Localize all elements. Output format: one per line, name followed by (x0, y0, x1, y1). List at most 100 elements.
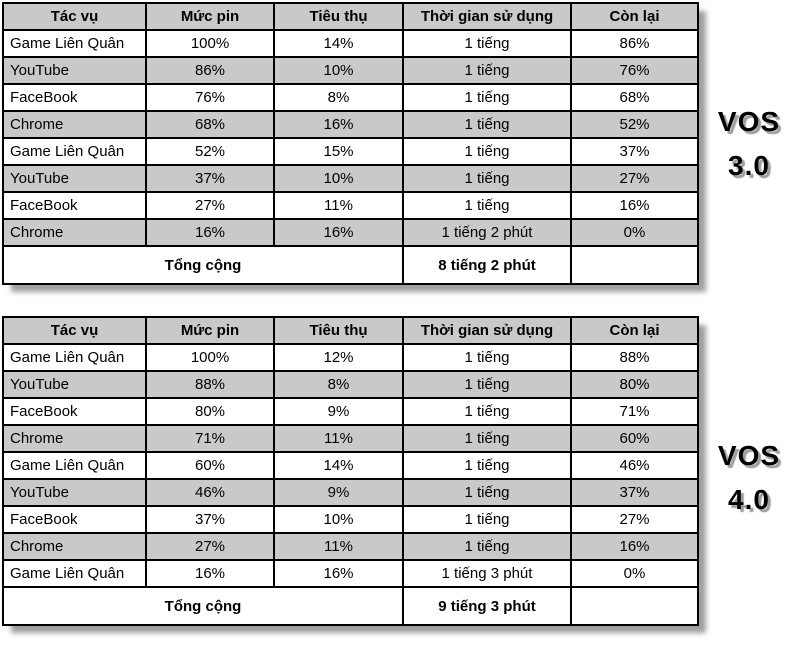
task-cell: FaceBook (2, 83, 147, 112)
table-row: YouTube 46% 9% 1 tiếng 37% (2, 478, 699, 507)
version-label-line: VOS (717, 440, 781, 471)
value-cell: 1 tiếng (402, 370, 572, 399)
value-cell: 1 tiếng (402, 110, 572, 139)
table-row: Game Liên Quân 100% 12% 1 tiếng 88% (2, 343, 699, 372)
value-cell: 0% (570, 218, 699, 247)
task-cell: YouTube (2, 164, 147, 193)
table-body: Game Liên Quân 100% 12% 1 tiếng 88% YouTube 88… (2, 343, 699, 588)
value-cell: 86% (570, 29, 699, 58)
value-cell: 16% (145, 218, 275, 247)
value-cell: 16% (273, 559, 404, 588)
total-remaining-cell (570, 245, 699, 285)
value-cell: 1 tiếng (402, 343, 572, 372)
value-cell: 10% (273, 505, 404, 534)
column-header: Mức pin (145, 2, 275, 31)
total-duration-cell: 9 tiếng 3 phút (402, 586, 572, 626)
table-row: Chrome 16% 16% 1 tiếng 2 phút 0% (2, 218, 699, 247)
table-row: YouTube 86% 10% 1 tiếng 76% (2, 56, 699, 85)
value-cell: 10% (273, 56, 404, 85)
table-row: FaceBook 27% 11% 1 tiếng 16% (2, 191, 699, 220)
table-row: Game Liên Quân 60% 14% 1 tiếng 46% (2, 451, 699, 480)
task-cell: FaceBook (2, 505, 147, 534)
table-row: FaceBook 37% 10% 1 tiếng 27% (2, 505, 699, 534)
total-row: Tổng cộng 9 tiếng 3 phút (2, 586, 699, 626)
header-row: Tác vụ Mức pin Tiêu thụ Thời gian sử dụng Cò… (2, 316, 699, 345)
value-cell: 80% (145, 397, 275, 426)
value-cell: 37% (145, 164, 275, 193)
column-header: Mức pin (145, 316, 275, 345)
value-cell: 16% (273, 218, 404, 247)
value-cell: 11% (273, 191, 404, 220)
value-cell: 27% (570, 164, 699, 193)
table-row: FaceBook 76% 8% 1 tiếng 68% (2, 83, 699, 112)
value-cell: 1 tiếng (402, 56, 572, 85)
value-cell: 14% (273, 451, 404, 480)
column-header: Tác vụ (2, 316, 147, 345)
value-cell: 16% (570, 191, 699, 220)
version-label-line: VOS (717, 106, 781, 137)
value-cell: 11% (273, 532, 404, 561)
value-cell: 10% (273, 164, 404, 193)
value-cell: 68% (145, 110, 275, 139)
task-cell: Game Liên Quân (2, 451, 147, 480)
value-cell: 1 tiếng (402, 505, 572, 534)
value-cell: 1 tiếng 2 phút (402, 218, 572, 247)
value-cell: 27% (145, 532, 275, 561)
value-cell: 100% (145, 343, 275, 372)
value-cell: 1 tiếng (402, 478, 572, 507)
vos3-table-section: Tác vụ Mức pin Tiêu thụ Thời gian sử dụng Cò… (2, 2, 699, 285)
total-row: Tổng cộng 8 tiếng 2 phút (2, 245, 699, 285)
table-row: Chrome 71% 11% 1 tiếng 60% (2, 424, 699, 453)
column-header: Tác vụ (2, 2, 147, 31)
value-cell: 1 tiếng (402, 191, 572, 220)
vos4-table-section: Tác vụ Mức pin Tiêu thụ Thời gian sử dụng Cò… (2, 316, 699, 626)
value-cell: 86% (145, 56, 275, 85)
table-row: YouTube 88% 8% 1 tiếng 80% (2, 370, 699, 399)
task-cell: FaceBook (2, 397, 147, 426)
total-remaining-cell (570, 586, 699, 626)
task-cell: YouTube (2, 56, 147, 85)
value-cell: 37% (570, 478, 699, 507)
version-label-line: 4.0 (728, 484, 770, 515)
task-cell: YouTube (2, 370, 147, 399)
column-header: Thời gian sử dụng (402, 316, 572, 345)
total-label-cell: Tổng cộng (2, 586, 404, 626)
value-cell: 9% (273, 397, 404, 426)
value-cell: 9% (273, 478, 404, 507)
task-cell: Chrome (2, 532, 147, 561)
value-cell: 71% (145, 424, 275, 453)
value-cell: 46% (570, 451, 699, 480)
value-cell: 88% (145, 370, 275, 399)
value-cell: 76% (570, 56, 699, 85)
value-cell: 15% (273, 137, 404, 166)
table-row: Game Liên Quân 16% 16% 1 tiếng 3 phút 0% (2, 559, 699, 588)
column-header: Tiêu thụ (273, 2, 404, 31)
table-row: Chrome 68% 16% 1 tiếng 52% (2, 110, 699, 139)
vos3-version-label: VOS 3.0 (700, 100, 798, 188)
value-cell: 76% (145, 83, 275, 112)
table-footer: Tổng cộng 9 tiếng 3 phút (2, 586, 699, 626)
table-header: Tác vụ Mức pin Tiêu thụ Thời gian sử dụng Cò… (2, 2, 699, 31)
table-row: FaceBook 80% 9% 1 tiếng 71% (2, 397, 699, 426)
table-row: Game Liên Quân 52% 15% 1 tiếng 37% (2, 137, 699, 166)
column-header: Còn lại (570, 316, 699, 345)
value-cell: 14% (273, 29, 404, 58)
version-label-line: 3.0 (728, 150, 770, 181)
header-row: Tác vụ Mức pin Tiêu thụ Thời gian sử dụng Cò… (2, 2, 699, 31)
value-cell: 1 tiếng (402, 532, 572, 561)
value-cell: 27% (145, 191, 275, 220)
value-cell: 52% (570, 110, 699, 139)
value-cell: 27% (570, 505, 699, 534)
value-cell: 68% (570, 83, 699, 112)
task-cell: Game Liên Quân (2, 559, 147, 588)
value-cell: 1 tiếng (402, 137, 572, 166)
table-row: YouTube 37% 10% 1 tiếng 27% (2, 164, 699, 193)
task-cell: Game Liên Quân (2, 343, 147, 372)
value-cell: 16% (570, 532, 699, 561)
value-cell: 1 tiếng (402, 83, 572, 112)
value-cell: 100% (145, 29, 275, 58)
table-header: Tác vụ Mức pin Tiêu thụ Thời gian sử dụng Cò… (2, 316, 699, 345)
vos4-version-label: VOS 4.0 (700, 434, 798, 522)
task-cell: Game Liên Quân (2, 29, 147, 58)
